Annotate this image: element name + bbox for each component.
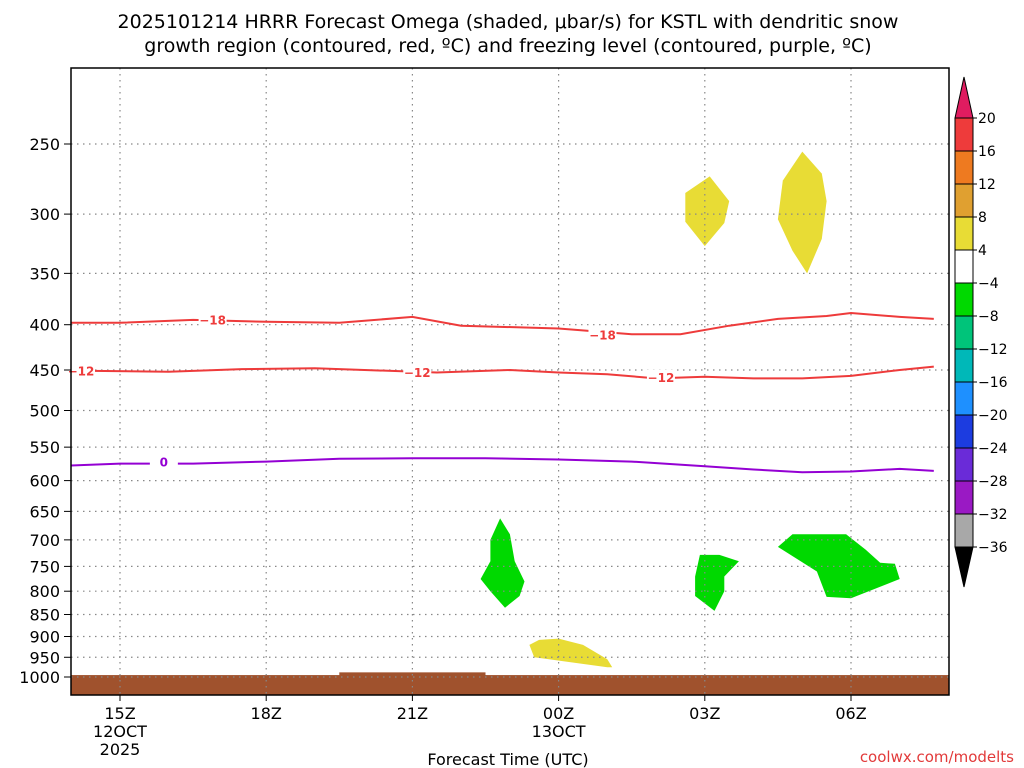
- x-tick-date-00Z: 13OCT: [532, 722, 586, 741]
- y-tick-label-850: 850: [29, 606, 60, 625]
- colorbar-bottom-arrow: [954, 546, 974, 588]
- y-tick-label-900: 900: [29, 627, 60, 646]
- colorbar-label-4: 4: [978, 243, 987, 259]
- y-tick-label-650: 650: [29, 502, 60, 521]
- colorbar-swatch: [954, 447, 974, 482]
- contour-label-0: 0: [160, 456, 168, 470]
- colorbar-swatch: [954, 381, 974, 416]
- omega-region-4: [480, 518, 525, 608]
- x-tick-label-06Z: 06Z: [835, 704, 866, 723]
- y-tick-label-950: 950: [29, 648, 60, 667]
- terrain-fill: [71, 672, 949, 695]
- contour-label--12: −12: [404, 366, 431, 380]
- x-tick-date-15Z: 12OCT: [93, 722, 147, 741]
- omega-region-3: [529, 638, 613, 668]
- colorbar-label--16: −16: [978, 375, 1008, 391]
- chart-title-line-1: 2025101214 HRRR Forecast Omega (shaded, …: [118, 11, 899, 33]
- colorbar-swatch: [954, 117, 974, 152]
- contour-label--18: −18: [589, 329, 616, 343]
- colorbar-swatch: [954, 513, 974, 548]
- contour-label-bg: [198, 311, 227, 328]
- colorbar-swatch: [954, 348, 974, 383]
- colorbar-label-16: 16: [978, 144, 996, 160]
- credit-text: coolwx.com/modelts: [860, 748, 1014, 766]
- y-tick-label-750: 750: [29, 557, 60, 576]
- colorbar: 20 16 12 8 4 −4 −8 −12 −16 −20 −24 −28 −32 −36: [954, 76, 1008, 588]
- colorbar-label--28: −28: [978, 474, 1008, 490]
- colorbar-swatch: [954, 480, 974, 515]
- y-tick-label-600: 600: [29, 472, 60, 491]
- colorbar-label--36: −36: [978, 540, 1008, 556]
- colorbar-swatch: [954, 150, 974, 185]
- contour-label--18: −18: [199, 313, 226, 327]
- omega-region-1: [685, 176, 730, 247]
- omega-region-2: [777, 151, 827, 274]
- omega-shading: [480, 151, 900, 668]
- y-tick-label-700: 700: [29, 531, 60, 550]
- omega-region-5: [695, 554, 739, 611]
- y-tick-label-800: 800: [29, 582, 60, 601]
- y-tick-label-250: 250: [29, 135, 60, 154]
- omega-region-6: [777, 534, 900, 599]
- colorbar-label--20: −20: [978, 408, 1008, 424]
- y-tick-label-450: 450: [29, 361, 60, 380]
- contour-label-bg: [149, 454, 178, 471]
- x-tick-label-00Z: 00Z: [543, 704, 574, 723]
- contour-label-bg: [403, 364, 432, 381]
- colorbar-label--12: −12: [978, 342, 1008, 358]
- x-tick-label-18Z: 18Z: [251, 704, 282, 723]
- contour-line--18: [71, 311, 934, 336]
- contour-line-0: [71, 457, 934, 474]
- colorbar-label-12: 12: [978, 177, 996, 193]
- colorbar-swatch: [954, 315, 974, 350]
- colorbar-swatch: [954, 183, 974, 218]
- colorbar-label--8: −8: [978, 309, 999, 325]
- y-tick-label-1000: 1000: [19, 668, 60, 687]
- grid-lines: [71, 68, 949, 695]
- y-tick-label-500: 500: [29, 402, 60, 421]
- contour-label--12: −12: [68, 364, 95, 378]
- contour-label--12: −12: [648, 371, 675, 385]
- colorbar-label--24: −24: [978, 441, 1008, 457]
- colorbar-label--4: −4: [978, 276, 999, 292]
- y-tick-label-350: 350: [29, 264, 60, 283]
- contour-lines: [71, 311, 934, 474]
- colorbar-label-8: 8: [978, 210, 987, 226]
- x-tick-label-15Z: 15Z: [104, 704, 135, 723]
- contour-label-bg: [67, 362, 96, 379]
- plot-frame: [70, 67, 950, 696]
- contour-labels: −18 −18 −12 −12 −12 0: [67, 311, 675, 471]
- y-tick-label-550: 550: [29, 438, 60, 457]
- colorbar-swatch: [954, 216, 974, 251]
- y-axis: 250 300 350 400 450 500 550 600 650 700 750 800 850 9…: [19, 135, 71, 687]
- colorbar-label-20: 20: [978, 111, 996, 127]
- x-tick-label-21Z: 21Z: [397, 704, 428, 723]
- colorbar-swatch: [954, 249, 974, 284]
- colorbar-label--32: −32: [978, 507, 1008, 523]
- contour-line--12: [71, 365, 934, 380]
- colorbar-swatch: [954, 414, 974, 449]
- y-tick-label-400: 400: [29, 316, 60, 335]
- chart-title: 2025101214 HRRR Forecast Omega (shaded, …: [118, 11, 899, 57]
- x-tick-label-03Z: 03Z: [689, 704, 720, 723]
- chart-title-line-2: growth region (contoured, red, ºC) and f…: [144, 35, 871, 57]
- contour-label-bg: [588, 327, 617, 344]
- x-axis-title: Forecast Time (UTC): [427, 750, 588, 768]
- colorbar-top-arrow: [954, 76, 974, 119]
- x-tick-year-15Z: 2025: [100, 740, 141, 759]
- contour-label-bg: [646, 369, 675, 386]
- terrain-ground: [71, 675, 949, 695]
- y-tick-label-300: 300: [29, 205, 60, 224]
- colorbar-swatch: [954, 282, 974, 317]
